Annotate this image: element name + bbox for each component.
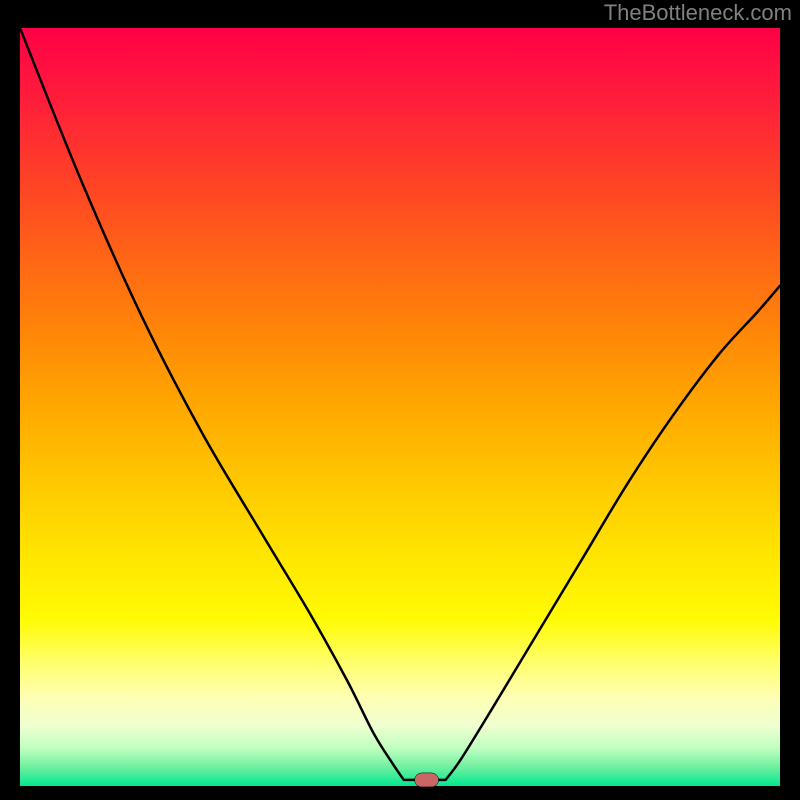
bottleneck-chart-svg bbox=[0, 0, 800, 800]
plot-gradient-background bbox=[20, 28, 780, 786]
watermark-text: TheBottleneck.com bbox=[604, 0, 792, 26]
chart-container: TheBottleneck.com bbox=[0, 0, 800, 800]
optimal-point-marker bbox=[415, 773, 439, 787]
